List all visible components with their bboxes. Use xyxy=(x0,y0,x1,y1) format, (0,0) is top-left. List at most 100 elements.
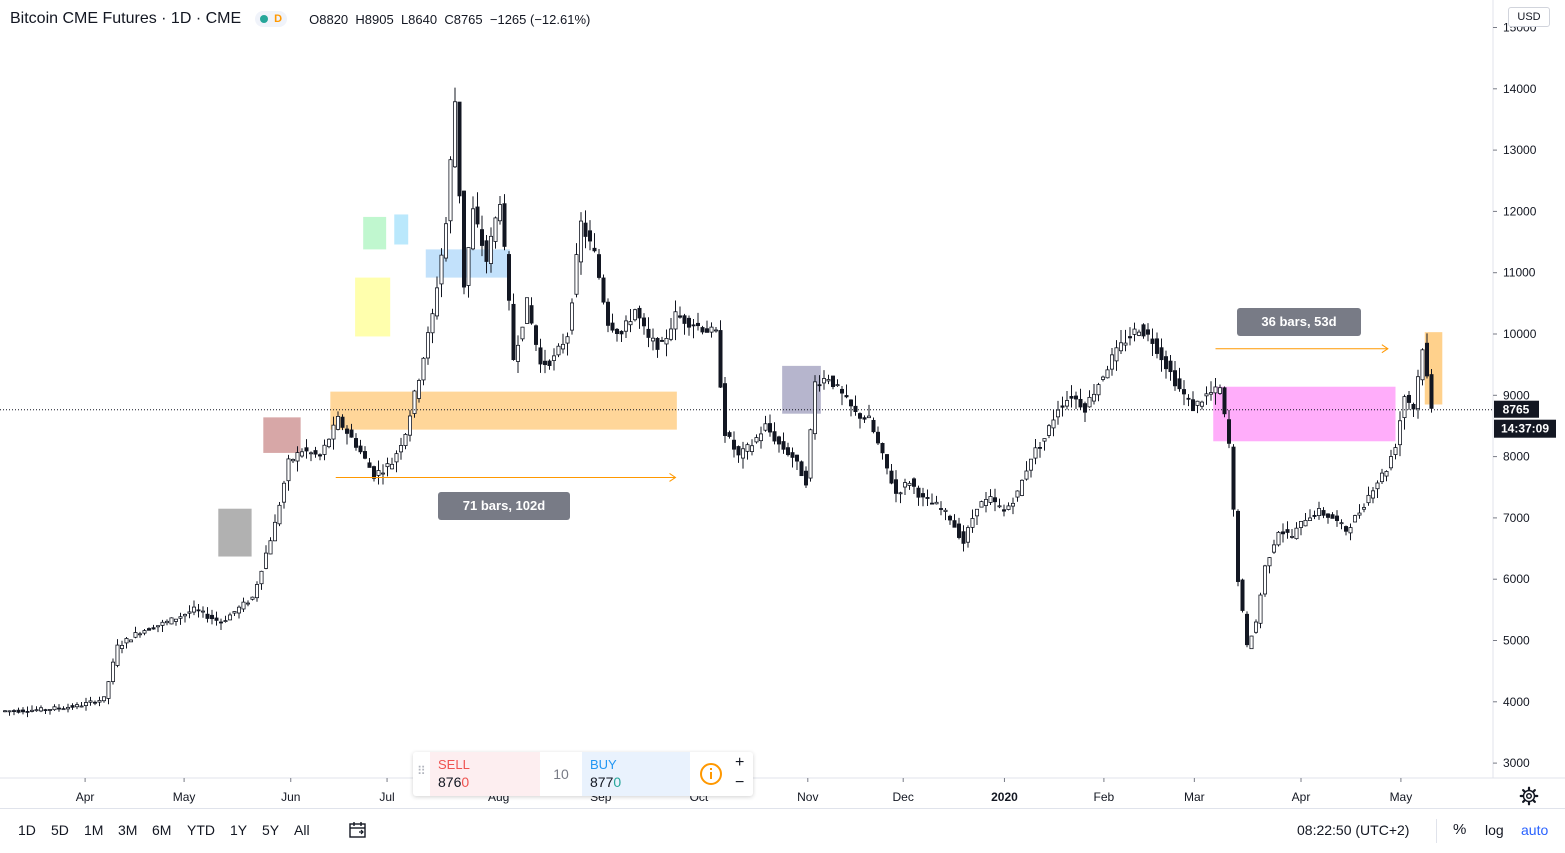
candle-body xyxy=(772,431,777,442)
chart-header: Bitcoin CME Futures · 1D · CME D O8820 H… xyxy=(10,8,590,30)
timezone-clock[interactable]: 08:22:50 (UTC+2) xyxy=(1297,822,1410,838)
candle-body xyxy=(1285,529,1290,533)
quantity-input[interactable]: 10 xyxy=(553,766,569,782)
candle-body xyxy=(880,443,885,454)
range-1d-button[interactable]: 1D xyxy=(18,822,36,838)
symbol-title[interactable]: Bitcoin CME Futures · 1D · CME xyxy=(10,10,242,27)
candle-body xyxy=(709,326,714,333)
candle-body xyxy=(1146,329,1151,335)
candle-body xyxy=(93,701,98,704)
increase-quantity-button[interactable]: + xyxy=(735,754,745,771)
time-tick-label: Nov xyxy=(797,790,818,804)
candle-body xyxy=(1110,354,1115,370)
market-status[interactable]: D xyxy=(255,11,288,27)
date-range-label: 36 bars, 53d xyxy=(1261,314,1336,329)
percent-scale-toggle[interactable]: % xyxy=(1453,821,1467,838)
candle-body xyxy=(561,343,566,350)
highlight-zone-9[interactable] xyxy=(1424,332,1443,405)
candle-body xyxy=(1420,349,1425,381)
candle-body xyxy=(106,681,111,699)
candle-body xyxy=(3,710,8,713)
highlight-zone-8[interactable] xyxy=(1213,386,1396,442)
log-scale-toggle[interactable]: log xyxy=(1485,822,1504,838)
range-6m-button[interactable]: 6M xyxy=(152,822,172,838)
candle-body xyxy=(624,320,629,332)
time-tick-label: Dec xyxy=(893,790,914,804)
candle-body xyxy=(664,338,669,345)
candle-body xyxy=(1191,399,1196,412)
candle-body xyxy=(790,452,795,458)
candle-body xyxy=(655,337,660,350)
candle-body xyxy=(182,613,187,617)
candle-body xyxy=(930,502,935,505)
candle-body xyxy=(633,309,638,321)
candle-body xyxy=(1402,396,1407,418)
candle-body xyxy=(52,706,57,711)
candle-body xyxy=(214,617,219,621)
sell-button[interactable]: SELL 8760 xyxy=(430,752,540,796)
range-5y-button[interactable]: 5Y xyxy=(262,822,280,838)
drag-handle-icon[interactable]: ⠿ xyxy=(417,764,426,778)
candle-body xyxy=(1348,527,1353,534)
candle-body xyxy=(1357,512,1362,516)
candle-body xyxy=(398,445,403,453)
candle-body xyxy=(1173,370,1178,387)
candle-body xyxy=(831,375,836,387)
candle-body xyxy=(205,613,210,619)
candle-body xyxy=(1056,409,1061,418)
candle-body xyxy=(1119,342,1124,352)
highlight-zone-5[interactable] xyxy=(394,214,409,245)
gear-icon[interactable] xyxy=(1518,785,1540,807)
candle-body xyxy=(484,240,489,262)
range-all-button[interactable]: All xyxy=(294,822,310,838)
currency-button[interactable]: USD xyxy=(1508,7,1550,27)
candle-body xyxy=(326,438,331,448)
date-range-label-box xyxy=(1237,308,1361,336)
candle-body xyxy=(133,632,138,638)
highlight-zone-0[interactable] xyxy=(218,508,252,557)
candle-body xyxy=(727,432,732,437)
candle-body xyxy=(120,645,125,649)
range-1m-button[interactable]: 1M xyxy=(84,822,104,838)
highlight-zone-4[interactable] xyxy=(363,216,387,250)
candle-body xyxy=(1317,508,1322,517)
ohlc-readout: O8820 H8905 L8640 C8765 −1265 (−12.61%) xyxy=(309,11,591,27)
candle-body xyxy=(1105,369,1110,379)
range-3m-button[interactable]: 3M xyxy=(118,822,138,838)
auto-scale-toggle[interactable]: auto xyxy=(1521,822,1549,838)
info-icon[interactable] xyxy=(699,762,723,786)
candle-body xyxy=(1303,519,1308,527)
price-tick-label: 11000 xyxy=(1503,266,1536,280)
highlight-zone-1[interactable] xyxy=(263,417,301,453)
range-ytd-button[interactable]: YTD xyxy=(187,822,215,838)
candle-body xyxy=(331,424,336,440)
candle-body xyxy=(416,380,421,399)
time-tick-label: May xyxy=(1390,790,1413,804)
candle-body xyxy=(1087,396,1092,408)
candle-body xyxy=(367,462,372,468)
buy-button[interactable]: BUY 8770 xyxy=(582,752,690,796)
candle-body xyxy=(1353,515,1358,523)
low-value: 8640 xyxy=(408,11,438,27)
candle-body xyxy=(290,458,295,462)
goto-date-icon[interactable] xyxy=(348,821,368,839)
candle-body xyxy=(434,287,439,317)
candle-body xyxy=(858,413,863,419)
date-range-arrow-icon xyxy=(1381,344,1389,354)
time-tick-label: May xyxy=(173,790,196,804)
decrease-quantity-button[interactable]: − xyxy=(735,774,745,791)
range-5d-button[interactable]: 5D xyxy=(51,822,69,838)
highlight-zone-2[interactable] xyxy=(330,391,677,430)
candle-body xyxy=(1276,531,1281,546)
highlight-zone-3[interactable] xyxy=(355,277,391,337)
candle-body xyxy=(178,616,183,619)
candle-body xyxy=(597,254,602,278)
candle-body xyxy=(1308,517,1313,521)
trade-widget: ⠿ SELL 8760 10 BUY 8770 + − xyxy=(413,752,753,796)
range-1y-button[interactable]: 1Y xyxy=(230,822,248,838)
candle-body xyxy=(691,324,696,327)
candle-body xyxy=(1078,398,1083,408)
candle-body xyxy=(1141,324,1146,337)
candle-body xyxy=(196,609,201,612)
